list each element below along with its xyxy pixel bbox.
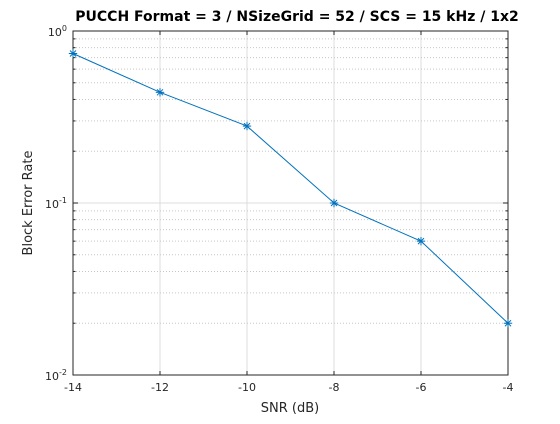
grid [73, 31, 508, 375]
x-tick-label: -14 [64, 381, 82, 394]
x-tick-label: -4 [503, 381, 514, 394]
data-point-marker [155, 88, 165, 97]
data-point-marker [242, 121, 252, 131]
chart-title: PUCCH Format = 3 / NSizeGrid = 52 / SCS … [75, 9, 518, 25]
series [68, 49, 513, 328]
ticks: -14 -12 -10 -8 -6 -4 100 10-1 10-2 [45, 24, 513, 394]
data-point-marker [68, 49, 78, 58]
y-axis-label: Block Error Rate [21, 151, 36, 256]
data-point-marker [329, 198, 339, 208]
data-point-marker [416, 236, 426, 246]
data-point-marker [503, 319, 513, 328]
x-tick-label: -8 [329, 381, 340, 394]
x-tick-label: -10 [238, 381, 256, 394]
x-tick-label: -6 [416, 381, 427, 394]
y-tick-label: 10-2 [45, 368, 67, 383]
y-tick-label: 100 [48, 24, 67, 39]
y-tick-label: 10-1 [45, 196, 67, 211]
series-line [72, 53, 509, 324]
x-axis-label: SNR (dB) [261, 401, 319, 416]
x-tick-label: -12 [151, 381, 169, 394]
